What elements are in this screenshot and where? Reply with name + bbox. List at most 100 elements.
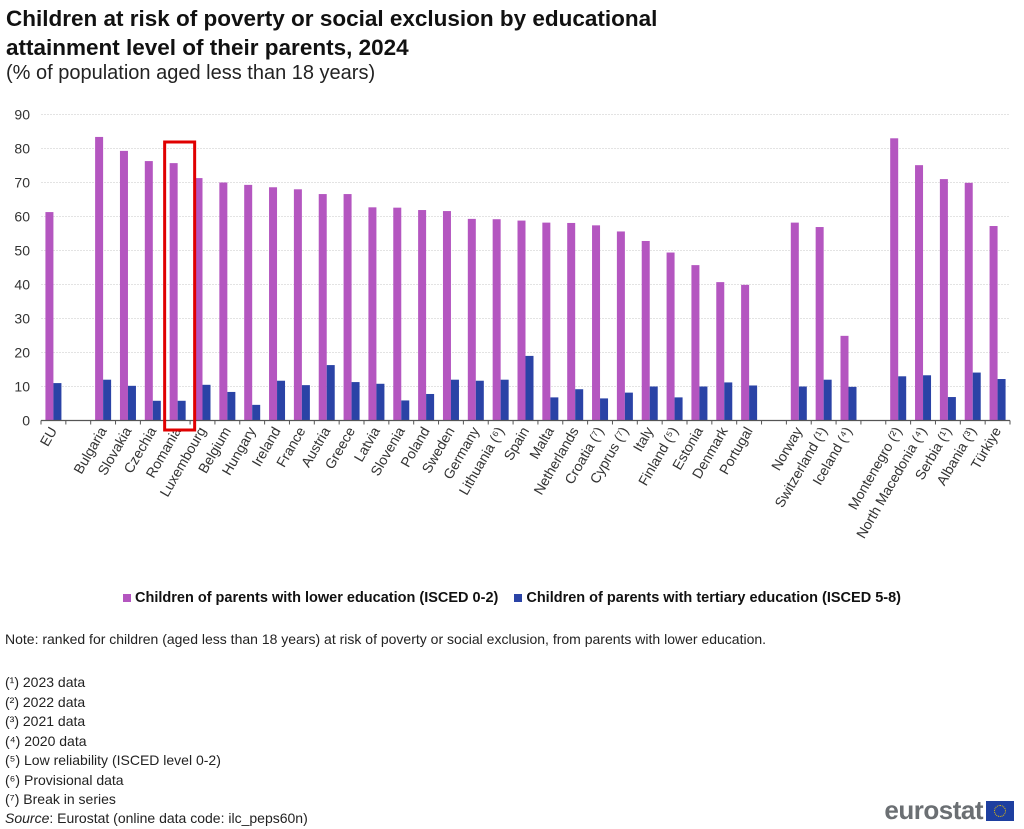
bar-lower-education (393, 207, 402, 421)
bar-tertiary-education (426, 393, 435, 421)
chart-title: Children at risk of poverty or social ex… (6, 6, 658, 60)
bar-tertiary-education (923, 375, 932, 421)
bar-tertiary-education (475, 380, 484, 421)
bar-tertiary-education (177, 400, 186, 421)
y-tick-label: 10 (14, 379, 30, 395)
bar-tertiary-education (127, 385, 136, 421)
bar-tertiary-education (525, 355, 534, 421)
bar-tertiary-education (152, 400, 161, 421)
footnote: (⁴) 2020 data (5, 732, 87, 749)
bar-tertiary-education (326, 365, 335, 421)
x-tick-label: EU (36, 424, 60, 449)
eurostat-logo: eurostat (884, 795, 1014, 826)
bar-lower-education (592, 225, 601, 421)
bar-lower-education (343, 194, 352, 421)
chart-subtitle: (% of population aged less than 18 years… (6, 62, 376, 84)
bar-lower-education (144, 161, 153, 421)
eu-flag-icon (986, 800, 1014, 821)
y-tick-label: 50 (14, 243, 30, 259)
highlight-box (163, 140, 197, 432)
bar-lower-education (45, 212, 54, 421)
bar-tertiary-education (674, 397, 683, 421)
footnote: (¹) 2023 data (5, 674, 86, 690)
source-line: Source: Eurostat (online data code: ilc_… (5, 810, 308, 826)
legend-label-tertiary: Children of parents with tertiary educat… (526, 590, 901, 606)
y-tick-label: 80 (14, 141, 30, 157)
bar-lower-education (95, 136, 104, 421)
chart-note: Note: ranked for children (aged less tha… (5, 631, 767, 647)
bar-tertiary-education (450, 379, 459, 421)
bar-tertiary-education (947, 397, 956, 421)
bar-lower-education (293, 189, 302, 421)
y-tick-label: 90 (14, 107, 30, 123)
footnote: (⁵) Low reliability (ISCED level 0-2) (5, 752, 221, 768)
y-tick-label: 60 (14, 209, 30, 225)
bar-lower-education (840, 335, 849, 421)
footnote: (²) 2022 data (5, 693, 86, 710)
bar-tertiary-education (898, 376, 907, 421)
bar-tertiary-education (699, 386, 708, 421)
bar-lower-education (641, 240, 650, 421)
bar-lower-education (194, 178, 203, 421)
bar-lower-education (716, 282, 725, 421)
bar-tertiary-education (848, 386, 857, 421)
bar-tertiary-education (500, 379, 509, 421)
bar-lower-education (939, 179, 948, 421)
bar-lower-education (368, 207, 377, 421)
x-tick-label: Spain (500, 424, 532, 463)
bar-tertiary-education (823, 379, 832, 421)
bar-tertiary-education (351, 382, 360, 421)
bar-tertiary-education (724, 382, 733, 421)
y-tick-label: 30 (14, 311, 30, 327)
bar-lower-education (517, 220, 526, 421)
bar-tertiary-education (277, 380, 286, 421)
bar-tertiary-education (575, 389, 584, 421)
bar-tertiary-education (649, 386, 658, 421)
bar-lower-education (964, 182, 973, 421)
bar-lower-education (989, 226, 998, 421)
bar-lower-education (666, 252, 675, 421)
y-tick-label: 40 (14, 277, 30, 293)
bar-tertiary-education (376, 383, 385, 421)
legend-item-lower-education: Children of parents with lower education… (123, 590, 498, 606)
bar-lower-education (119, 150, 128, 421)
bar-tertiary-education (600, 398, 609, 421)
bar-lower-education (219, 182, 228, 421)
bar-lower-education (418, 210, 427, 421)
bar-tertiary-education (103, 379, 112, 421)
footnote: (⁶) Provisional data (5, 771, 124, 788)
bar-lower-education (741, 284, 750, 421)
bar-lower-education (691, 265, 700, 421)
bar-tertiary-education (749, 385, 758, 421)
bar-lower-education (492, 219, 501, 421)
bar-tertiary-education (301, 385, 310, 421)
bar-tertiary-education (997, 379, 1006, 421)
logo-text: eurostat (884, 795, 983, 825)
legend-swatch-tertiary (514, 594, 523, 602)
y-tick-label: 0 (22, 413, 30, 429)
y-tick-label: 20 (14, 345, 30, 361)
bar-lower-education (269, 187, 278, 421)
bar-lower-education (467, 218, 476, 421)
bar-lower-education (442, 211, 451, 421)
footnote: (⁷) Break in series (5, 791, 116, 807)
legend-item-tertiary-education: Children of parents with tertiary educat… (514, 590, 901, 606)
bar-lower-education (542, 222, 551, 421)
bar-tertiary-education (972, 372, 981, 421)
source-label: Source (5, 810, 50, 826)
chart-legend: Children of parents with lower education… (0, 590, 1024, 606)
bar-tertiary-education (798, 386, 807, 421)
bar-lower-education (244, 184, 253, 421)
legend-swatch-lower (123, 594, 131, 602)
source-text: : Eurostat (online data code: ilc_peps60… (49, 810, 308, 826)
bar-lower-education (169, 163, 178, 421)
bar-tertiary-education (202, 384, 211, 421)
bar-tertiary-education (401, 400, 410, 421)
bar-tertiary-education (550, 397, 559, 421)
bar-tertiary-education (53, 383, 62, 421)
bar-tertiary-education (252, 404, 261, 421)
bar-lower-education (915, 165, 924, 421)
y-tick-label: 70 (14, 175, 30, 191)
bar-lower-education (567, 222, 576, 421)
